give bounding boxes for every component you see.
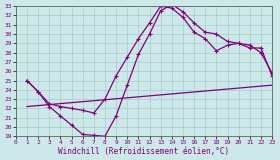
- X-axis label: Windchill (Refroidissement éolien,°C): Windchill (Refroidissement éolien,°C): [59, 147, 230, 156]
